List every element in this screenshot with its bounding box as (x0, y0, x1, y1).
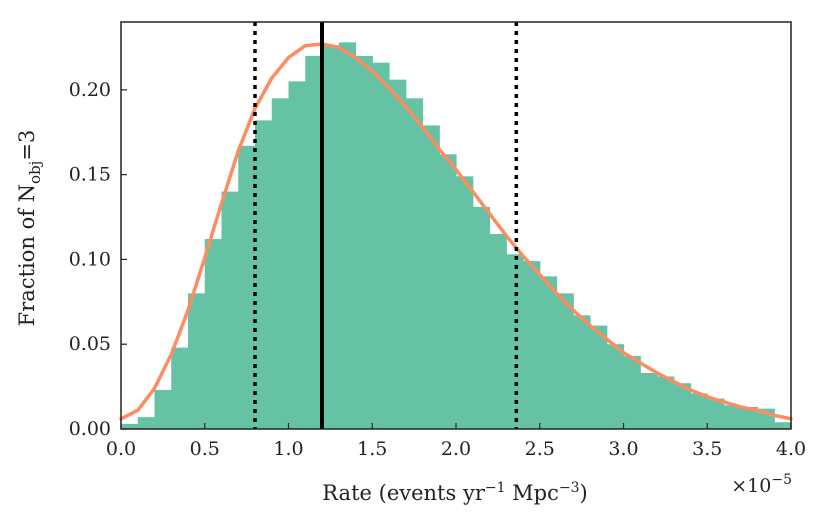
histogram-bar (121, 423, 139, 429)
fit-curve (119, 42, 793, 421)
histogram-bar (439, 154, 457, 429)
histogram-bar (724, 405, 742, 429)
y-tick-label: 0.05 (69, 333, 111, 355)
histogram-bar (573, 315, 591, 429)
y-tick-label: 0.10 (69, 248, 111, 270)
histogram-bar (204, 239, 223, 429)
histogram-bar (489, 233, 507, 429)
x-tick-label: 4.0 (776, 438, 806, 460)
histogram-bar (623, 356, 641, 429)
x-tick-label: 2.5 (525, 438, 555, 460)
histogram-bar (673, 383, 692, 429)
y-axis-ticks: 0.00 0.05 0.10 0.15 0.20 (69, 79, 127, 440)
reference-lines (253, 22, 519, 429)
histogram-bar (472, 206, 491, 429)
histogram-bar (322, 45, 340, 429)
histogram-bar (506, 254, 524, 429)
x-axis-scale-factor: ×10−5 (731, 472, 792, 497)
x-tick-label: 3.0 (608, 438, 638, 460)
histogram-bar (171, 347, 189, 429)
x-tick-label: 2.0 (441, 438, 471, 460)
histogram-bar (154, 389, 172, 429)
histogram-bar (556, 293, 574, 429)
histogram-bar (539, 276, 558, 429)
y-tick-label: 0.15 (69, 164, 111, 186)
histogram-bar (355, 55, 373, 430)
x-tick-label: 3.5 (692, 438, 722, 460)
histogram-bar (271, 98, 290, 429)
histogram-bar (707, 398, 725, 429)
histogram-bar (590, 325, 608, 429)
x-tick-label: 0.5 (190, 438, 220, 460)
histogram-bar (221, 191, 239, 429)
histogram-bars (121, 42, 792, 430)
histogram-bar (137, 417, 156, 429)
histogram-bar (606, 344, 625, 429)
histogram-bar (523, 261, 541, 429)
histogram-bar (405, 98, 424, 429)
histogram-bar (255, 120, 273, 429)
histogram-bar (640, 373, 658, 429)
histogram-bar (740, 406, 759, 429)
histogram-bar (338, 42, 357, 429)
histogram-bar (389, 79, 407, 430)
histogram-bar (456, 176, 474, 429)
y-axis-label: Fraction of Nobj=3 (15, 130, 44, 327)
y-tick-label: 0.00 (69, 418, 111, 440)
histogram-bar (690, 393, 708, 429)
histogram-bar (188, 293, 206, 429)
histogram-bar (305, 55, 323, 430)
x-tick-label: 0.0 (106, 438, 136, 460)
histogram-bar (774, 422, 792, 429)
histogram-bar (238, 145, 256, 429)
histogram-bar (372, 62, 390, 429)
fit-curve-layer (119, 42, 793, 421)
x-tick-label: 1.5 (357, 438, 387, 460)
x-axis-label: Rate (events yr−1 Mpc−3) (322, 480, 587, 505)
histogram-bar (657, 376, 675, 429)
histogram-bar (288, 81, 306, 430)
x-axis-ticks: 0.0 0.5 1.0 1.5 2.0 2.5 3.0 3.5 4.0 (106, 423, 806, 460)
y-tick-label: 0.20 (69, 79, 111, 101)
histogram-bar (422, 125, 440, 429)
x-tick-label: 1.0 (273, 438, 303, 460)
